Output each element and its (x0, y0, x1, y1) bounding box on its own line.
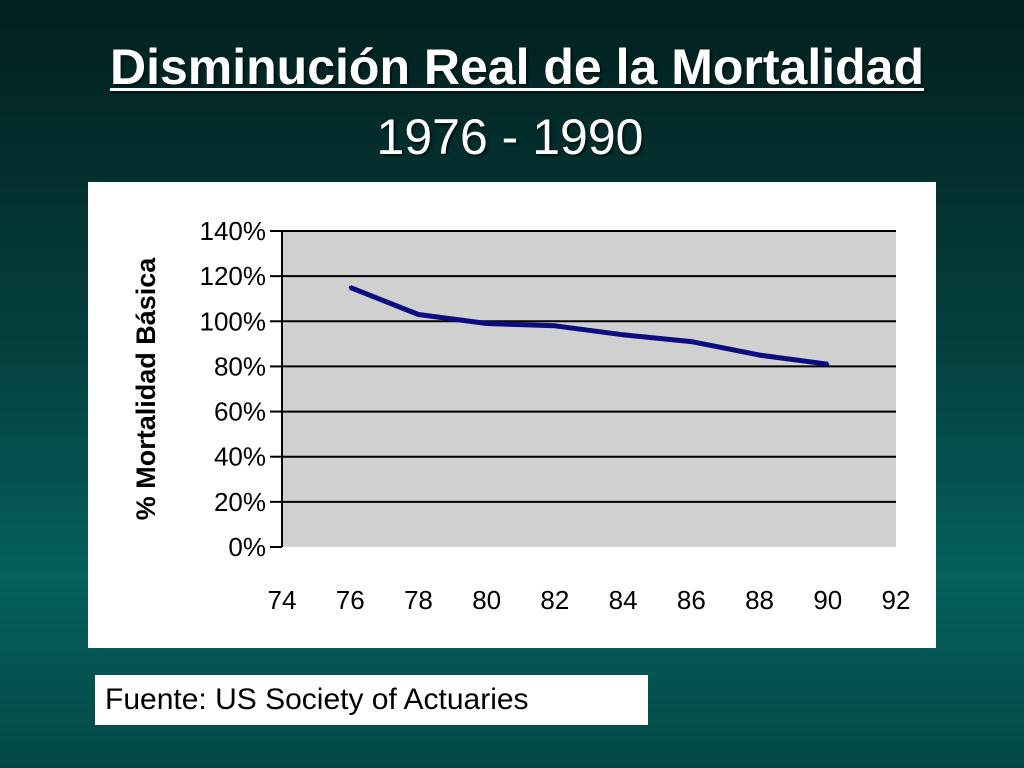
y-tick-label: 20% (214, 487, 266, 517)
gridlines (282, 230, 896, 503)
series-layer (348, 285, 830, 367)
y-tick-label: 40% (214, 442, 266, 472)
x-tick-labels: 74 76 78 80 82 84 86 88 90 92 (268, 585, 911, 615)
y-tick-label: 140% (200, 216, 267, 246)
x-tick-label: 86 (677, 585, 706, 615)
y-tick-label: 80% (214, 351, 266, 381)
y-tick-label: 120% (200, 261, 267, 291)
series-line (349, 285, 829, 367)
x-tick-label: 90 (813, 585, 842, 615)
page-title: Disminución Real de la Mortalidad (109, 39, 925, 95)
data-point (826, 362, 830, 366)
x-tick-label: 88 (745, 585, 774, 615)
source-note: Fuente: US Society of Actuaries (95, 675, 648, 725)
data-point (621, 333, 625, 337)
data-point (485, 322, 489, 326)
data-point (416, 313, 420, 317)
axes (270, 230, 283, 548)
data-point (553, 324, 557, 328)
x-tick-label: 84 (609, 585, 638, 615)
plot-area (282, 231, 896, 547)
x-tick-label: 82 (540, 585, 569, 615)
y-axis-label: % Mortalidad Básica (131, 257, 161, 521)
x-tick-label: 78 (404, 585, 433, 615)
y-tick-labels: 0% 20% 40% 60% 80% 100% 120% 140% (200, 216, 267, 562)
x-tick-label: 92 (882, 585, 911, 615)
data-point (348, 285, 352, 289)
chart-panel: 0% 20% 40% 60% 80% 100% 120% 140% 74 76 78 80 82 84 8… (88, 182, 936, 648)
x-tick-label: 76 (336, 585, 365, 615)
data-point (689, 340, 693, 344)
page-subtitle: 1976 - 1990 (376, 109, 644, 165)
y-tick-label: 0% (228, 532, 266, 562)
x-tick-label: 80 (472, 585, 501, 615)
y-tick-label: 100% (200, 306, 267, 336)
y-tick-label: 60% (214, 397, 266, 427)
x-tick-label: 74 (268, 585, 297, 615)
data-point (758, 353, 762, 357)
line-chart: 0% 20% 40% 60% 80% 100% 120% 140% 74 76 78 80 82 84 8… (131, 216, 911, 615)
